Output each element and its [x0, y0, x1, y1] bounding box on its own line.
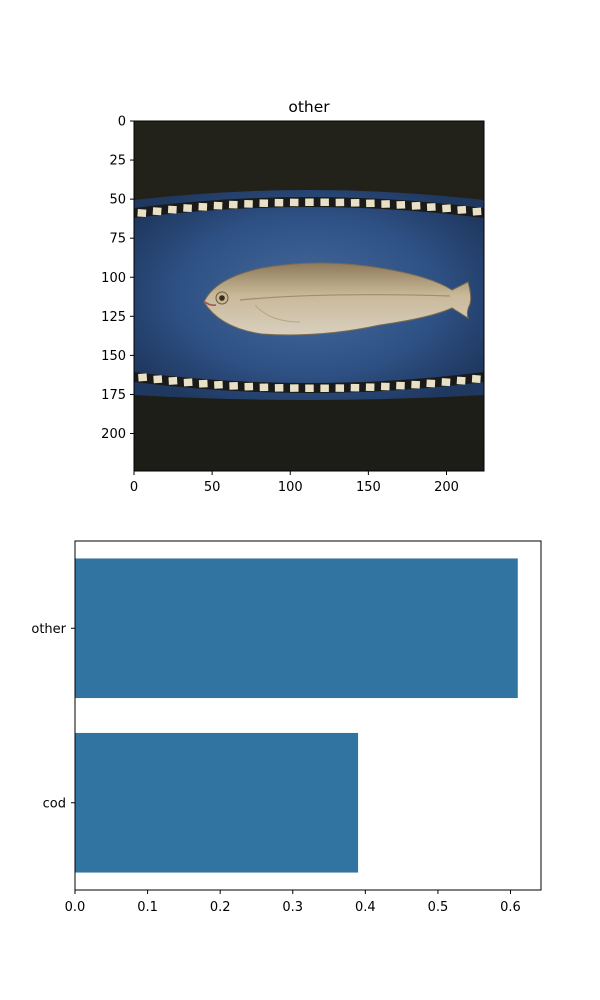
image-y-tick-label: 125: [101, 310, 126, 325]
image-subplot: other 0 50 100 150 200 0 25 50 75 100 125 150 175 20…: [101, 98, 485, 495]
image-x-tick-label: 150: [356, 480, 381, 495]
image-x-tick-label: 200: [434, 480, 459, 495]
bar-series: [75, 558, 518, 873]
bar-x-tick-label: 0.5: [428, 900, 449, 915]
image-y-tick-label: 75: [109, 232, 126, 247]
image-title: other: [288, 98, 330, 116]
bar-x-tick-label: 0.0: [65, 900, 86, 915]
bar-y-axis: other cod: [31, 622, 75, 811]
image-x-tick-label: 0: [130, 480, 138, 495]
bar-y-tick-label: cod: [43, 796, 66, 811]
fish-shape: [203, 262, 472, 336]
image-x-tick-label: 50: [204, 480, 221, 495]
bar-x-tick-label: 0.3: [282, 900, 303, 915]
bar-subplot: 0.0 0.1 0.2 0.3 0.4 0.5 0.6 other cod: [31, 540, 542, 915]
tray-rim-bottom: [134, 372, 484, 393]
bar-cod: [75, 732, 359, 873]
image-x-tick-label: 100: [278, 480, 303, 495]
fish-photo: [134, 121, 484, 471]
bar-y-tick-label: other: [31, 622, 66, 637]
bar-x-tick-label: 0.4: [355, 900, 376, 915]
image-y-tick-label: 150: [101, 349, 126, 364]
bar-axes-frame: [74, 540, 542, 891]
bar-x-tick-label: 0.1: [137, 900, 158, 915]
image-y-tick-label: 50: [109, 193, 126, 208]
bar-x-tick-label: 0.6: [500, 900, 521, 915]
image-axes-frame: [133, 120, 485, 472]
tray-rim-top: [134, 197, 484, 218]
image-y-tick-label: 100: [101, 271, 126, 286]
bar-x-tick-label: 0.2: [210, 900, 231, 915]
image-x-axis: 0 50 100 150 200: [130, 471, 459, 495]
image-y-tick-label: 200: [101, 427, 126, 442]
image-y-axis: 0 25 50 75 100 125 150 175 200: [101, 115, 134, 442]
image-y-tick-label: 25: [109, 154, 126, 169]
bar-other: [75, 558, 518, 699]
image-y-tick-label: 0: [118, 115, 126, 130]
bar-x-axis: 0.0 0.1 0.2 0.3 0.4 0.5 0.6: [65, 890, 521, 915]
image-y-tick-label: 175: [101, 388, 126, 403]
